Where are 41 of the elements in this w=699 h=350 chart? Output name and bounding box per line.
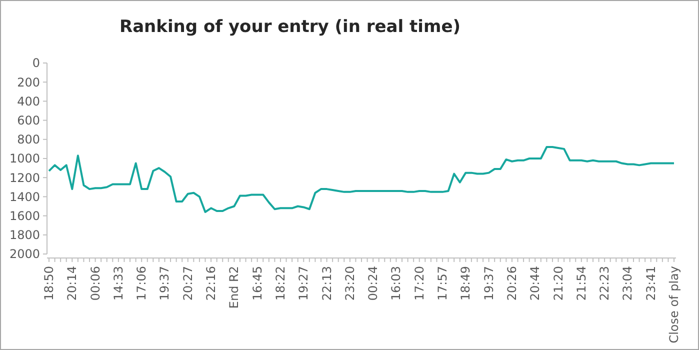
y-tick-label: 600 — [17, 114, 40, 128]
x-tick-label: Close of play — [667, 266, 681, 344]
x-tick-label: 14:33 — [111, 266, 126, 301]
x-tick-label: 18:50 — [42, 266, 56, 301]
y-tick-label: 200 — [17, 75, 40, 90]
x-tick-label: 16:45 — [250, 266, 264, 301]
x-tick-label: 17:57 — [436, 266, 450, 301]
y-tick-label: 1600 — [9, 209, 40, 223]
x-tick-label: 22:16 — [204, 266, 218, 301]
x-tick-label: 22:13 — [320, 266, 334, 301]
x-tick-label: 21:20 — [551, 266, 566, 301]
x-tick-label: 00:06 — [88, 266, 102, 301]
x-tick-label: 22:23 — [598, 266, 612, 301]
y-tick-label: 400 — [17, 94, 40, 108]
x-tick-label: 17:20 — [412, 266, 426, 301]
x-tick-label: 19:37 — [158, 266, 172, 301]
y-tick-label: 1400 — [9, 190, 40, 204]
x-tick-label: 23:20 — [342, 266, 357, 301]
y-tick-label: 2000 — [9, 247, 40, 262]
y-tick-label: 800 — [17, 132, 40, 147]
x-tick-label: 20:44 — [528, 266, 542, 301]
x-tick-label: 18:22 — [273, 266, 288, 301]
y-tick-label: 0 — [32, 56, 40, 70]
chart-title: Ranking of your entry (in real time) — [119, 17, 461, 37]
x-tick-label: 23:41 — [644, 266, 658, 301]
x-tick-label: 23:04 — [620, 266, 635, 301]
y-tick-label: 1200 — [9, 170, 40, 185]
y-tick-label: 1000 — [9, 152, 40, 166]
line-series — [48, 146, 675, 213]
x-tick-label: 19:37 — [482, 266, 496, 301]
x-tick-label: End R2 — [227, 266, 242, 309]
x-tick-label: 20:14 — [65, 266, 80, 301]
y-tick-label: 1800 — [9, 228, 40, 242]
x-tick-label: 17:06 — [134, 266, 149, 301]
x-tick-label: 16:03 — [389, 266, 404, 301]
x-tick-label: 18:49 — [458, 266, 473, 301]
x-tick-label: 19:27 — [296, 266, 311, 301]
x-tick-label: 20:26 — [504, 266, 519, 301]
x-tick-label: 21:54 — [574, 266, 588, 301]
x-tick-label: 20:27 — [180, 266, 195, 301]
x-tick-label: 00:24 — [366, 266, 380, 301]
